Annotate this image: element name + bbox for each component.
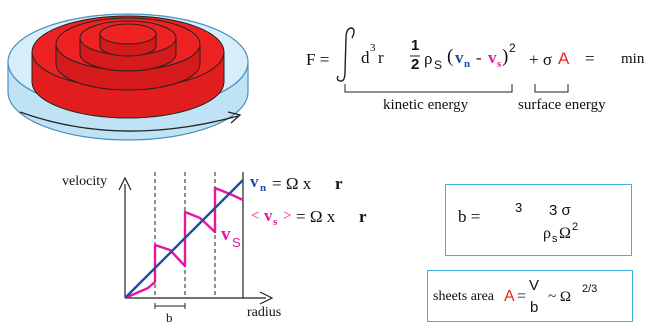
eq-rho-sub: S	[434, 58, 443, 72]
b-den-sub: s	[552, 233, 558, 245]
sheet-spacing-formula-box	[445, 184, 632, 256]
area-den: b	[530, 299, 539, 316]
area-eq: =	[517, 288, 527, 305]
eq-d: d	[361, 48, 370, 67]
b-den-rho: ρ	[543, 225, 551, 242]
eq-r: r	[378, 48, 384, 67]
vs-avg-open: <	[251, 208, 260, 224]
eq-vs: v	[488, 48, 497, 67]
rotation-arrow	[19, 111, 239, 132]
vs-curve-sub: S	[232, 235, 241, 250]
vn-legend-sub: n	[260, 182, 267, 194]
x-axis-arrow	[259, 291, 274, 305]
integral-sign	[336, 27, 355, 82]
eq-square: 2	[509, 41, 516, 55]
area-A: A	[504, 288, 515, 305]
velocity-axis-label: velocity	[62, 174, 108, 189]
vs-avg-r: r	[359, 207, 367, 226]
rotation-arrow-head	[227, 111, 242, 124]
b-bracket	[154, 303, 186, 309]
eq-equals: =	[585, 49, 595, 68]
eq-vs-sub: s	[497, 58, 502, 70]
vn-line	[124, 179, 244, 299]
area-num: V	[529, 277, 540, 294]
radius-axis-label: radius	[247, 305, 282, 320]
eq-min: min	[621, 51, 645, 67]
vn-legend-v: v	[250, 172, 259, 191]
eq-paren-close: )	[502, 46, 509, 67]
eq-minus: -	[476, 48, 482, 67]
b-width-label: b	[166, 310, 173, 325]
eq-vn: v	[455, 48, 464, 67]
eq-paren-open: (	[447, 46, 454, 67]
surface-underbrace	[534, 84, 569, 93]
y-axis-arrow	[118, 176, 132, 191]
area-exp: 2/3	[582, 283, 598, 295]
vn-legend-r: r	[335, 174, 343, 193]
b-root-index: 3	[515, 200, 523, 215]
eq-vn-sub: n	[464, 58, 471, 70]
vs-avg-sub: s	[273, 216, 278, 228]
vn-legend-eq: = Ω x	[272, 174, 312, 193]
vs-curve-label: v	[221, 224, 231, 245]
eq-plus-sigma: + σ	[529, 50, 553, 69]
vs-avg-close: >	[283, 208, 292, 224]
area-label: sheets area	[433, 289, 495, 304]
eq-rho: ρ	[424, 49, 433, 68]
b-den-omega: Ω	[559, 225, 571, 242]
b-num: 3 σ	[549, 202, 571, 219]
kinetic-underbrace	[344, 84, 513, 93]
vs-avg-v: v	[264, 206, 273, 225]
eq-half-den: 2	[411, 56, 420, 73]
sheets-area-formula-box	[427, 270, 633, 322]
eq-lhs: F =	[306, 50, 330, 69]
b-den-exp: 2	[572, 221, 579, 233]
eq-cube: 3	[370, 42, 376, 54]
kinetic-energy-label: kinetic energy	[383, 97, 469, 113]
b-lhs: b =	[458, 207, 481, 226]
fluid-core-top	[99, 23, 157, 45]
surface-energy-label: surface energy	[518, 97, 606, 113]
area-approx: ~ Ω	[548, 289, 572, 305]
eq-half-num: 1	[411, 37, 420, 54]
eq-A: A	[558, 49, 570, 68]
vs-avg-eq: = Ω x	[296, 207, 336, 226]
